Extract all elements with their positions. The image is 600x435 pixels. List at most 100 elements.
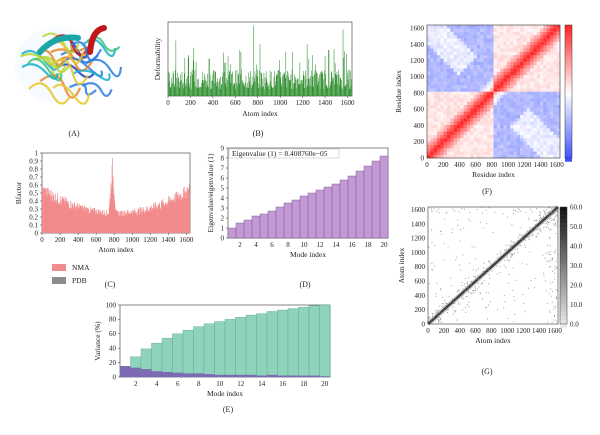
heatmap-cell (483, 144, 488, 149)
contact-diagonal (427, 206, 559, 325)
heatmap-cell (513, 54, 517, 59)
heatmap-cell (513, 94, 517, 99)
heatmap-cell (443, 58, 448, 62)
heatmap-cell (520, 88, 524, 92)
heatmap-cell (466, 88, 471, 92)
heatmap-cell (510, 74, 514, 79)
heatmap-cell (500, 25, 504, 29)
heatmap-cell (490, 74, 494, 79)
contact-point (465, 312, 467, 313)
ribbon-strand (73, 69, 111, 81)
contact-point (489, 301, 491, 303)
heatmap-cell (533, 78, 537, 82)
variance-individual-bar (183, 373, 194, 377)
heatmap-cell (470, 51, 474, 56)
variance-cumulative-bar (182, 330, 194, 378)
heatmap-cell (553, 48, 557, 52)
heatmap-cell (446, 134, 451, 139)
heatmap-cell (513, 121, 517, 125)
heatmap-cell (460, 51, 464, 56)
heatmap-cell (523, 48, 527, 52)
heatmap-cell (480, 64, 484, 69)
heatmap-cell (480, 54, 484, 59)
heatmap-cell (546, 34, 551, 39)
heatmap-cell (450, 118, 454, 122)
panel-e-caption: (E) (223, 405, 234, 414)
heatmap-cell (430, 114, 434, 119)
heatmap-cell (496, 111, 501, 115)
contact-point (539, 212, 541, 214)
contact-point (510, 246, 511, 248)
heatmap-cell (486, 31, 491, 36)
heatmap-cell (530, 25, 534, 29)
contact-point (433, 208, 435, 210)
heatmap-cell (506, 74, 511, 79)
heatmap-cell (440, 34, 444, 39)
heatmap-cell (473, 154, 478, 159)
heatmap-cell (473, 68, 478, 72)
heatmap-cell (546, 111, 551, 115)
heatmap-cell (520, 38, 524, 42)
heatmap-cell (490, 111, 494, 115)
heatmap-cell (510, 108, 514, 112)
colorbar-cell (560, 303, 567, 309)
x-tick-label: 4 (155, 380, 159, 388)
heatmap-cell (500, 68, 504, 72)
x-tick-label: 0 (166, 99, 170, 107)
heatmap-cell (470, 98, 474, 102)
heatmap-cell (526, 141, 531, 145)
contact-point (545, 209, 547, 211)
heatmap-cell (443, 91, 448, 96)
contact-point (464, 286, 466, 288)
contact-point (521, 235, 523, 237)
heatmap-cell (543, 148, 547, 152)
heatmap-cell (503, 81, 507, 86)
heatmap-cell (473, 144, 478, 149)
heatmap-cell (466, 38, 471, 42)
colorbar-frame (564, 24, 573, 159)
heatmap-cell (546, 54, 551, 59)
heatmap-cell (450, 54, 454, 59)
eigen-bar (243, 219, 253, 239)
colorbar-cell (560, 299, 567, 305)
heatmap-cell (553, 28, 557, 32)
heatmap-cell (503, 144, 507, 149)
heatmap-cell (456, 101, 461, 105)
heatmap-cell (427, 88, 431, 92)
heatmap-cell (490, 41, 494, 46)
contact-point (499, 272, 501, 274)
heatmap-cell (530, 148, 534, 152)
heatmap-cell (493, 78, 498, 82)
contact-point (555, 224, 557, 226)
contact-point (454, 297, 456, 299)
heatmap-cell (530, 28, 534, 32)
heatmap-cell (463, 34, 468, 39)
heatmap-cell (550, 144, 554, 149)
heatmap-cell (433, 84, 438, 89)
heatmap-cell (433, 41, 438, 46)
heatmap-cell (430, 28, 434, 32)
heatmap-cell (490, 64, 494, 69)
heatmap-cell (463, 98, 468, 102)
heatmap-cell (510, 38, 514, 42)
x-tick-label: 1400 (534, 161, 549, 169)
heatmap-cell (540, 44, 544, 49)
heatmap-cell (526, 151, 531, 155)
variance-individual-bar (120, 366, 131, 377)
heatmap-cell (530, 68, 534, 72)
heatmap-cell (513, 114, 517, 119)
heatmap-cell (486, 141, 491, 145)
heatmap-cell (476, 78, 481, 82)
heatmap-cell (466, 74, 471, 79)
heatmap-cell (446, 74, 451, 79)
heatmap-cell (513, 31, 517, 36)
heatmap-cell (463, 134, 468, 139)
contact-point (438, 315, 440, 317)
heatmap-cell (476, 64, 481, 69)
heatmap-cell (470, 71, 474, 76)
heatmap-cell (493, 111, 498, 115)
heatmap-cell (520, 71, 524, 76)
contact-point (463, 208, 465, 210)
heatmap-cell (473, 124, 478, 129)
heatmap-cell (540, 41, 544, 46)
